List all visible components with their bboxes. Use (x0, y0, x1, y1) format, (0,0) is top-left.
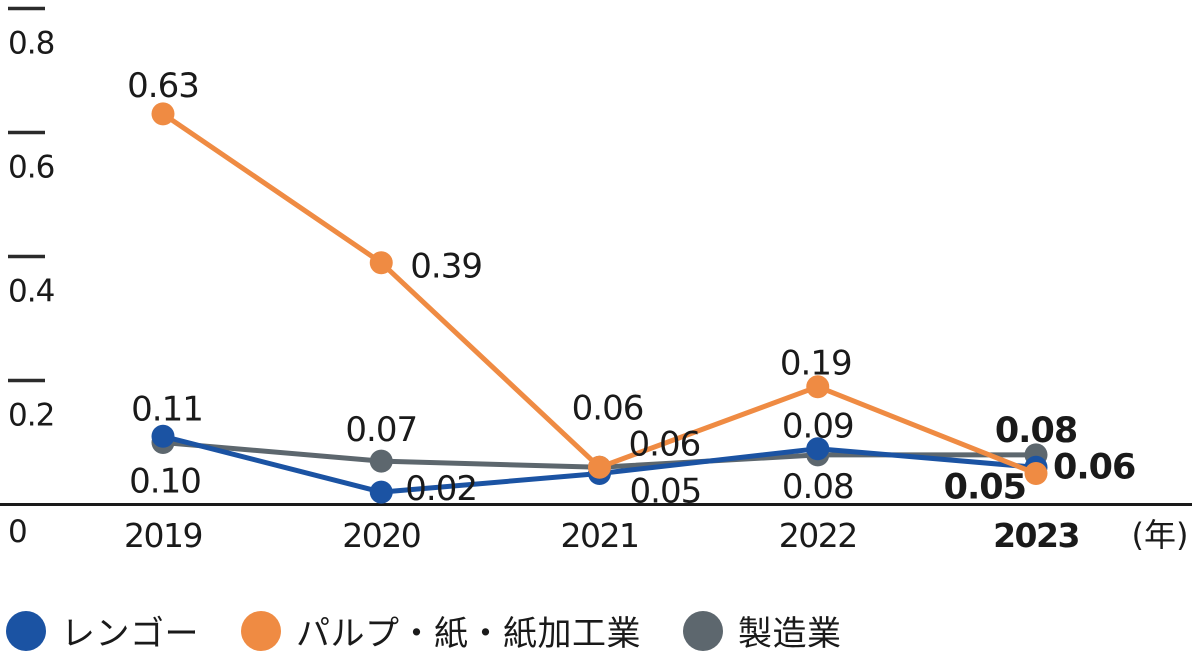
value-label: 0.07 (345, 410, 417, 450)
y-tick-label: 0.6 (8, 150, 54, 186)
value-label: 0.63 (127, 66, 199, 106)
data-point (369, 449, 393, 473)
x-tick-label: 2021 (561, 516, 639, 555)
chart-legend: レンゴー パルプ・紙・紙加工業 製造業 (6, 606, 1200, 655)
y-tick-label: 0.8 (8, 26, 54, 62)
y-tick-label: 0.4 (8, 274, 54, 310)
legend-label: パルプ・紙・紙加工業 (296, 614, 641, 654)
y-tick-label: 0 (8, 514, 27, 550)
value-label: 0.06 (629, 424, 701, 464)
line-chart: 0.8 0.6 0.4 0.2 0 2019 2020 2021 2022 2023 (年) 0.10… (0, 6, 1192, 555)
value-label: 0.08 (782, 467, 854, 507)
legend-dot-orange-icon (241, 610, 281, 651)
x-tick-label: 2020 (342, 516, 420, 555)
data-point (151, 102, 175, 126)
data-point (1024, 462, 1048, 485)
legend-dot-blue-icon (6, 610, 46, 651)
value-label: 0.09 (782, 407, 854, 447)
data-point (806, 437, 830, 461)
legend-dot-gray-icon (683, 610, 723, 651)
value-label: 0.02 (405, 469, 477, 509)
value-label: 0.08 (995, 411, 1077, 451)
x-tick-label: 2022 (779, 516, 857, 555)
legend-label: レンゴー (61, 614, 199, 654)
value-label: 0.06 (1053, 447, 1135, 487)
data-point (369, 480, 393, 504)
x-tick-label: 2023 (993, 516, 1079, 555)
x-tick-label: 2019 (124, 516, 202, 555)
y-tick-label: 0.2 (8, 398, 54, 434)
data-point (369, 251, 393, 275)
value-label: 0.39 (410, 247, 482, 287)
value-label: 0.19 (780, 344, 852, 384)
value-label: 0.11 (131, 389, 203, 429)
x-axis-unit-label: (年) (1132, 516, 1189, 554)
legend-label: 製造業 (738, 614, 842, 654)
data-point (151, 424, 175, 448)
value-label: 0.05 (944, 468, 1026, 508)
legend-item-manufacturing: 製造業 (683, 606, 842, 655)
legend-item-pulp-paper: パルプ・紙・紙加工業 (241, 606, 641, 655)
chart-svg: 0.8 0.6 0.4 0.2 0 2019 2020 2021 2022 2023 (年) 0.10… (0, 6, 1192, 555)
data-point (806, 375, 830, 399)
legend-item-rengo: レンゴー (6, 606, 199, 655)
data-point (588, 455, 611, 479)
value-label: 0.10 (129, 462, 201, 502)
value-label: 0.05 (630, 472, 702, 512)
value-label: 0.06 (572, 388, 644, 428)
